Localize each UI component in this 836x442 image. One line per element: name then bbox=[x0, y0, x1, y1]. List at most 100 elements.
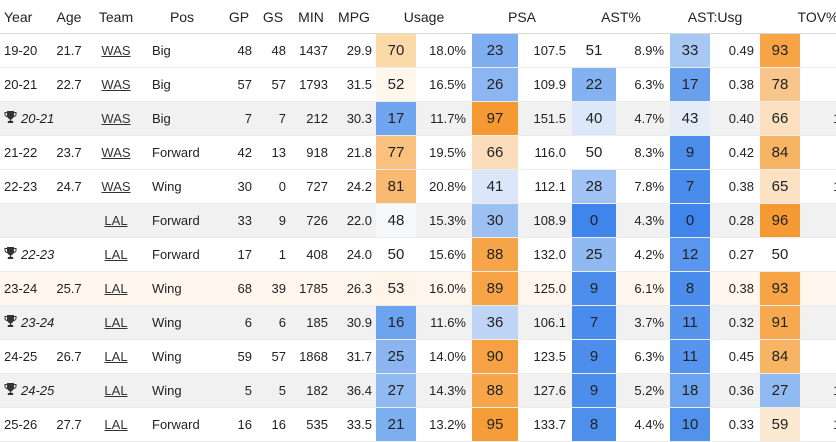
header-pos[interactable]: Pos bbox=[142, 0, 222, 34]
age-cell bbox=[48, 373, 90, 408]
season-cell bbox=[0, 203, 48, 238]
table-row-playoffs: 23-24 LAL Wing 6 6 185 30.9 16 11.6% 36 106.1 7 3.7%… bbox=[0, 305, 836, 340]
team-link[interactable]: LAL bbox=[104, 281, 128, 296]
header-ast-usg[interactable]: AST:Usg bbox=[670, 0, 761, 34]
ast-usg-value-cell: 0.45 bbox=[710, 339, 761, 374]
games-played-cell: 7 bbox=[222, 101, 256, 136]
team-cell: LAL bbox=[90, 203, 142, 238]
ast-usg-value-cell: 0.32 bbox=[710, 305, 761, 340]
ast-usg-rank-cell: 11 bbox=[670, 339, 711, 374]
minutes-cell: 1437 bbox=[290, 33, 332, 68]
ast-usg-value-cell: 0.27 bbox=[710, 237, 761, 272]
minutes-cell: 185 bbox=[290, 305, 332, 340]
table-row-playoffs: 20-21 WAS Big 7 7 212 30.3 17 11.7% 97 151.5 40 4.7%… bbox=[0, 101, 836, 136]
ast-pct-rank-cell: 28 bbox=[572, 169, 617, 204]
age-cell bbox=[48, 237, 90, 272]
header-gp[interactable]: GP bbox=[222, 0, 256, 34]
games-played-cell: 5 bbox=[222, 373, 256, 408]
tov-pct-value-cell: 9.6% bbox=[800, 67, 836, 102]
team-link[interactable]: LAL bbox=[104, 315, 128, 330]
team-cell: LAL bbox=[90, 407, 142, 442]
games-played-cell: 48 bbox=[222, 33, 256, 68]
ast-usg-value-cell: 0.36 bbox=[710, 373, 761, 408]
team-link[interactable]: WAS bbox=[101, 111, 131, 126]
ast-usg-rank-cell: 12 bbox=[670, 237, 711, 272]
ast-pct-rank-cell: 50 bbox=[572, 135, 617, 170]
ast-pct-rank-cell: 9 bbox=[572, 339, 617, 374]
team-link[interactable]: WAS bbox=[101, 179, 131, 194]
header-ast-pct[interactable]: AST% bbox=[572, 0, 671, 34]
minutes-per-game-cell: 24.0 bbox=[332, 237, 376, 272]
minutes-per-game-cell: 33.5 bbox=[332, 407, 376, 442]
header-tov-pct[interactable]: TOV% bbox=[760, 0, 836, 34]
header-psa[interactable]: PSA bbox=[472, 0, 573, 34]
usage-rank-cell: 17 bbox=[376, 101, 416, 136]
team-link[interactable]: WAS bbox=[101, 43, 131, 58]
team-link[interactable]: LAL bbox=[104, 349, 128, 364]
tov-pct-rank-cell: 65 bbox=[760, 169, 801, 204]
team-link[interactable]: LAL bbox=[104, 213, 128, 228]
tov-pct-value-cell: 8.5% bbox=[800, 237, 836, 272]
season-cell: 19-20 bbox=[0, 33, 48, 68]
team-cell: LAL bbox=[90, 271, 142, 306]
ast-pct-rank-cell: 51 bbox=[572, 33, 617, 68]
team-link[interactable]: LAL bbox=[104, 417, 128, 432]
age-cell: 24.7 bbox=[48, 169, 90, 204]
usage-rank-cell: 81 bbox=[376, 169, 416, 204]
ast-usg-value-cell: 0.28 bbox=[710, 203, 761, 238]
tov-pct-value-cell: 8.5% bbox=[800, 33, 836, 68]
header-min[interactable]: MIN bbox=[290, 0, 332, 34]
tov-pct-value-cell: 4.4% bbox=[800, 305, 836, 340]
games-started-cell: 39 bbox=[256, 271, 290, 306]
minutes-cell: 918 bbox=[290, 135, 332, 170]
usage-rank-cell: 48 bbox=[376, 203, 416, 238]
header-team[interactable]: Team bbox=[90, 0, 142, 34]
usage-rank-cell: 77 bbox=[376, 135, 416, 170]
psa-value-cell: 112.1 bbox=[518, 169, 573, 204]
games-started-cell: 7 bbox=[256, 101, 290, 136]
usage-value-cell: 13.2% bbox=[416, 407, 472, 442]
header-usage[interactable]: Usage bbox=[376, 0, 472, 34]
ast-usg-rank-cell: 7 bbox=[670, 169, 711, 204]
ast-usg-rank-cell: 8 bbox=[670, 271, 711, 306]
season-cell: 23-24 bbox=[0, 305, 54, 340]
team-link[interactable]: WAS bbox=[101, 77, 131, 92]
trophy-icon bbox=[4, 383, 17, 398]
psa-value-cell: 132.0 bbox=[518, 237, 573, 272]
age-cell bbox=[48, 305, 90, 340]
ast-pct-rank-cell: 9 bbox=[572, 373, 617, 408]
minutes-cell: 535 bbox=[290, 407, 332, 442]
psa-rank-cell: 88 bbox=[472, 373, 518, 408]
psa-rank-cell: 90 bbox=[472, 339, 518, 374]
team-link[interactable]: WAS bbox=[101, 145, 131, 160]
header-mpg[interactable]: MPG bbox=[332, 0, 376, 34]
ast-usg-rank-cell: 9 bbox=[670, 135, 711, 170]
position-cell: Wing bbox=[142, 169, 222, 204]
header-year[interactable]: Year bbox=[0, 0, 48, 34]
ast-usg-rank-cell: 0 bbox=[670, 203, 711, 238]
ast-usg-rank-cell: 17 bbox=[670, 67, 711, 102]
header-gs[interactable]: GS bbox=[256, 0, 290, 34]
table-row-playoffs: 22-23 LAL Forward 17 1 408 24.0 50 15.6% 88 132.0 2… bbox=[0, 237, 836, 272]
tov-pct-rank-cell: 59 bbox=[760, 407, 801, 442]
minutes-per-game-cell: 24.2 bbox=[332, 169, 376, 204]
position-cell: Wing bbox=[142, 373, 222, 408]
age-cell bbox=[48, 101, 90, 136]
games-started-cell: 13 bbox=[256, 135, 290, 170]
ast-usg-rank-cell: 10 bbox=[670, 407, 711, 442]
minutes-cell: 727 bbox=[290, 169, 332, 204]
tov-pct-rank-cell: 84 bbox=[760, 135, 801, 170]
psa-rank-cell: 95 bbox=[472, 407, 518, 442]
team-link[interactable]: LAL bbox=[104, 383, 128, 398]
tov-pct-value-cell: 13.0% bbox=[800, 373, 836, 408]
header-age[interactable]: Age bbox=[48, 0, 90, 34]
psa-rank-cell: 97 bbox=[472, 101, 518, 136]
psa-rank-cell: 23 bbox=[472, 33, 518, 68]
team-link[interactable]: LAL bbox=[104, 247, 128, 262]
table-row: 23-24 25.7 LAL Wing 68 39 1785 26.3 53 16.0% 89 125… bbox=[0, 271, 836, 306]
ast-usg-value-cell: 0.42 bbox=[710, 135, 761, 170]
table-row: 21-22 23.7 WAS Forward 42 13 918 21.8 77 19.5% 66 1… bbox=[0, 135, 836, 170]
minutes-per-game-cell: 30.3 bbox=[332, 101, 376, 136]
season-cell: 20-21 bbox=[0, 101, 54, 136]
games-played-cell: 6 bbox=[222, 305, 256, 340]
